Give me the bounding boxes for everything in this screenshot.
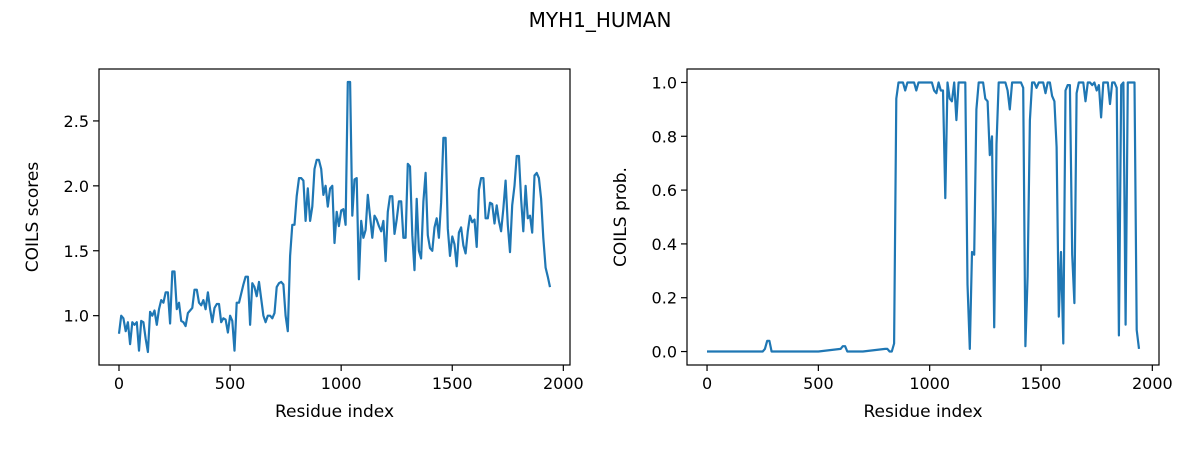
x-tick-label: 500 — [215, 374, 246, 393]
y-axis-label: COILS prob. — [611, 167, 631, 267]
figure-title: MYH1_HUMAN — [529, 8, 672, 32]
y-tick-label: 0.0 — [652, 343, 677, 362]
y-tick-label: 2.5 — [64, 112, 89, 131]
axes-frame-0 — [98, 68, 571, 366]
axes-frame-1 — [686, 68, 1160, 366]
y-tick-label: 0.8 — [652, 127, 677, 146]
x-tick-label: 2000 — [543, 374, 584, 393]
y-tick-label: 1.0 — [652, 73, 677, 92]
y-tick-label: 1.0 — [64, 307, 89, 326]
y-tick-label: 0.2 — [652, 289, 677, 308]
x-tick-label: 1000 — [909, 374, 950, 393]
x-tick-label: 2000 — [1132, 374, 1173, 393]
y-tick-label: 0.6 — [652, 181, 677, 200]
x-tick-label: 500 — [803, 374, 834, 393]
series-line-1 — [707, 81, 1141, 353]
y-tick-label: 2.0 — [64, 177, 89, 196]
coils-scores-panel: 0 500 1000 1500 2000 1.0 1.5 2.0 2.5 Residue inde… — [23, 68, 584, 422]
x-axis-label: Residue index — [863, 402, 982, 422]
y-tick-label: 0.4 — [652, 235, 677, 254]
x-tick-label: 0 — [114, 374, 124, 393]
x-axis-label: Residue index — [275, 402, 394, 422]
y-tick-label: 1.5 — [64, 242, 89, 261]
x-tick-label: 1500 — [1021, 374, 1062, 393]
coils-prob-panel: 0 500 1000 1500 2000 0.0 0.2 0.4 0.6 0.8 1.0 Residu… — [611, 68, 1173, 422]
x-tick-label: 0 — [702, 374, 712, 393]
x-tick-label: 1000 — [321, 374, 362, 393]
x-tick-label: 1500 — [432, 374, 473, 393]
y-axis-label: COILS scores — [23, 162, 43, 273]
series-line-0 — [117, 80, 552, 354]
